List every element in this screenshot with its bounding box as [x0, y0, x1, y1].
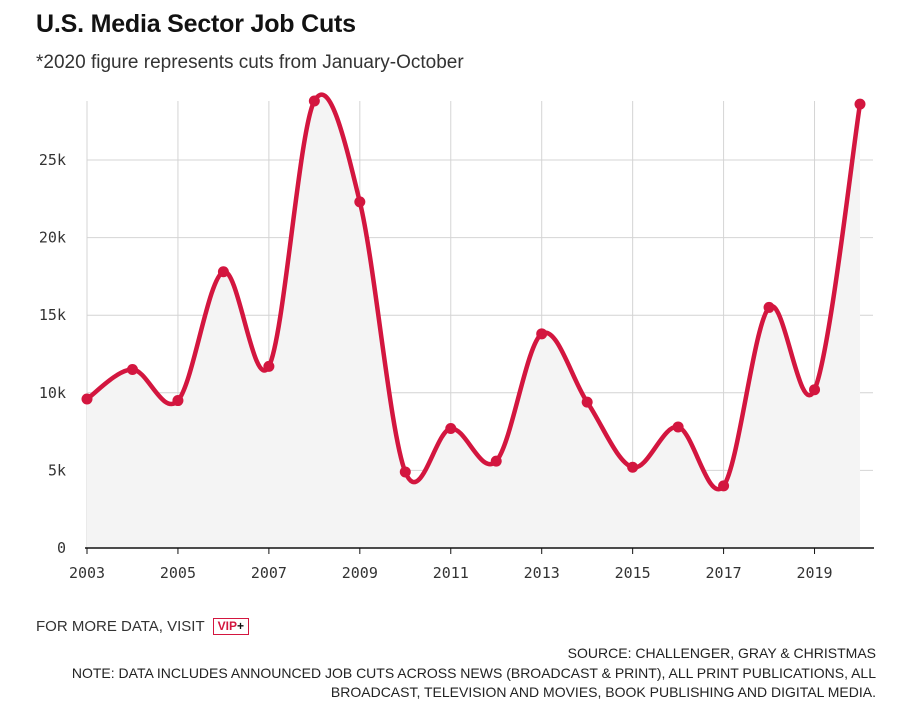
data-point	[536, 328, 548, 340]
data-point	[809, 384, 821, 396]
data-point	[217, 266, 229, 278]
data-point	[718, 480, 730, 492]
data-point	[627, 461, 639, 473]
y-tick-label: 0	[57, 539, 66, 557]
chart-subtitle: *2020 figure represents cuts from Januar…	[36, 52, 464, 73]
y-tick-label: 15k	[39, 306, 66, 324]
data-point	[263, 360, 275, 372]
x-tick-label: 2015	[615, 564, 651, 582]
data-point	[172, 395, 184, 407]
chart-title: U.S. Media Sector Job Cuts	[36, 10, 356, 38]
y-tick-label: 10k	[39, 384, 66, 402]
axis-layer	[85, 547, 874, 554]
data-point	[81, 393, 93, 405]
job-cuts-line	[84, 92, 863, 492]
source-note: SOURCE: CHALLENGER, GRAY & CHRISTMAS	[567, 645, 876, 661]
data-point	[126, 364, 138, 376]
data-point	[763, 301, 775, 313]
data-point	[399, 466, 411, 478]
x-tick-label: 2019	[796, 564, 832, 582]
x-tick-label: 2005	[160, 564, 196, 582]
data-point	[672, 421, 684, 433]
data-point	[354, 196, 366, 208]
data-point	[490, 455, 502, 467]
x-tick-label: 2009	[342, 564, 378, 582]
job-cuts-chart: 0 5k 10k 15k 20k 25k 2003 2005 2007 2009 2011 2013 2…	[39, 92, 874, 582]
data-note: NOTE: DATA INCLUDES ANNOUNCED JOB CUTS A…	[71, 665, 876, 700]
data-point	[581, 396, 593, 408]
y-tick-label: 25k	[39, 151, 66, 169]
data-point	[308, 95, 320, 107]
x-tick-label: 2011	[433, 564, 469, 582]
tick-label-layer: 0 5k 10k 15k 20k 25k 2003 2005 2007 2009 2011 2013 2…	[39, 151, 833, 582]
more-data-label: FOR MORE DATA, VISIT	[36, 618, 205, 635]
x-tick-label: 2017	[706, 564, 742, 582]
x-tick-label: 2013	[524, 564, 560, 582]
vip-plus-link[interactable]: VIP+	[212, 618, 249, 635]
data-point	[445, 422, 457, 434]
x-tick-label: 2007	[251, 564, 287, 582]
marker-layer	[81, 95, 866, 492]
vip-plus-sign: +	[236, 619, 244, 633]
y-tick-label: 20k	[39, 229, 66, 247]
y-tick-label: 5k	[48, 461, 66, 479]
data-point	[854, 98, 866, 110]
vip-badge-text: VIP	[217, 619, 237, 633]
x-tick-label: 2003	[69, 564, 105, 582]
more-data-row: FOR MORE DATA, VISIT VIP+	[36, 618, 249, 635]
